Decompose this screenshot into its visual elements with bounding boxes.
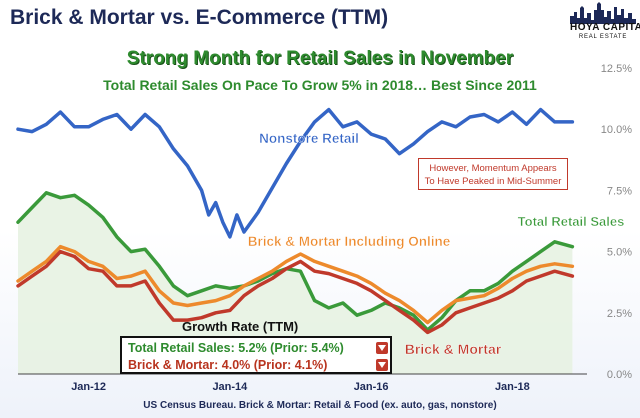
series-label: Brick & Mortar Including Online — [248, 234, 451, 249]
momentum-annotation: However, Momentum Appears To Have Peaked… — [418, 158, 568, 190]
annotation-line-1: However, Momentum Appears — [429, 163, 557, 174]
chart-subtitle-2: Total Retail Sales On Pace To Grow 5% in… — [103, 77, 537, 93]
chart-subtitle: Strong Month for Retail Sales in Novembe… — [126, 48, 514, 69]
nonstore-retail-line — [16, 107, 575, 239]
skyline-icon — [570, 2, 636, 24]
total-retail-sales-line — [16, 191, 575, 332]
annotation-line-2: To Have Peaked in Mid-Summer — [424, 176, 562, 187]
growth-row-brick: Brick & Mortar: 4.0% (Prior: 4.1%) — [128, 358, 328, 372]
growth-rate-box: Total Retail Sales: 5.2% (Prior: 5.4%) B… — [120, 336, 392, 374]
brick-mortar-including-online-line — [16, 244, 575, 325]
x-tick-label: Jan-12 — [71, 381, 106, 393]
series-label: Brick & Mortar — [405, 341, 502, 357]
y-tick-label: 10.0% — [601, 124, 632, 136]
hoya-capital-logo: HOYA CAPITAL REAL ESTATE — [570, 2, 640, 46]
chart-title: Brick & Mortar vs. E-Commerce (TTM) — [10, 6, 389, 29]
y-tick-label: 2.5% — [607, 308, 632, 320]
y-tick-label: 0.0% — [607, 369, 632, 381]
down-arrow-icon — [376, 359, 388, 371]
growth-rate-title: Growth Rate (TTM) — [182, 319, 299, 334]
x-tick-label: Jan-16 — [354, 381, 389, 393]
x-tick-label: Jan-14 — [212, 381, 248, 393]
series-label: Nonstore Retail — [259, 131, 359, 146]
brick-mortar-line — [16, 249, 575, 335]
logo-line-2: REAL ESTATE — [578, 34, 628, 40]
y-tick-label: 7.5% — [607, 185, 632, 197]
x-tick-label: Jan-18 — [495, 381, 530, 393]
logo-line-1: HOYA CAPITAL — [570, 22, 640, 33]
growth-row-total: Total Retail Sales: 5.2% (Prior: 5.4%) — [128, 341, 344, 355]
y-tick-label: 12.5% — [601, 63, 632, 75]
y-tick-label: 5.0% — [607, 247, 632, 259]
series-label: Total Retail Sales — [518, 214, 625, 229]
down-arrow-icon — [376, 342, 388, 354]
source-note: US Census Bureau. Brick & Mortar: Retail… — [143, 400, 497, 411]
